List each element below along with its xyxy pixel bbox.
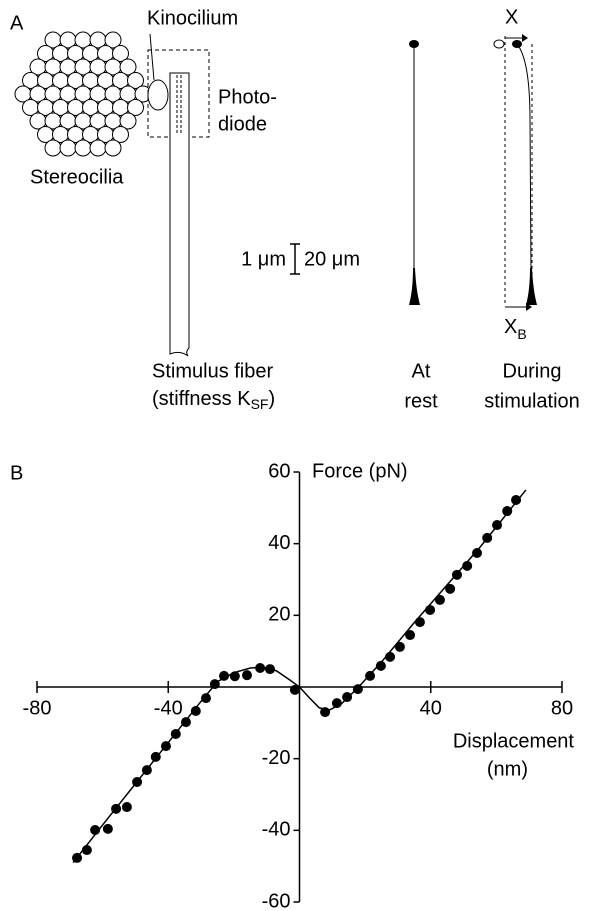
stereocilium	[112, 45, 129, 62]
hair-bundle	[516, 43, 532, 273]
scale-bar	[290, 243, 300, 275]
label: XB	[504, 316, 527, 341]
y-tick-label: 60	[268, 460, 290, 482]
data-point	[102, 823, 113, 834]
data-point	[190, 706, 201, 717]
y-axis-label: Force (pN)	[312, 460, 408, 482]
y-tick-label: -40	[262, 819, 291, 841]
stereocilium	[119, 58, 137, 76]
label: Kinocilium	[147, 7, 238, 29]
stereocilium	[104, 139, 122, 157]
y-tick-label: 40	[268, 532, 290, 554]
x-axis-label: Displacement	[453, 730, 575, 752]
stereocilium	[119, 112, 137, 130]
arrowhead	[522, 34, 528, 42]
data-point	[414, 617, 425, 628]
stereocilium	[112, 126, 129, 143]
base	[409, 268, 420, 305]
data-point	[405, 630, 416, 641]
panel-label: B	[10, 462, 23, 484]
data-point	[425, 604, 436, 615]
label: diode	[218, 113, 267, 135]
label: Stimulus fiber	[152, 360, 273, 382]
y-tick-label: 20	[268, 604, 290, 626]
stimulus-fiber	[169, 72, 190, 357]
stereocilium	[59, 139, 77, 157]
stereocilia-bundle	[14, 31, 152, 157]
data-point	[200, 693, 211, 704]
y-tick-label: -60	[262, 890, 291, 911]
label: During	[503, 360, 562, 382]
label: Stereocilia	[30, 166, 124, 188]
bead-rest	[493, 39, 505, 49]
x-axis-label: (nm)	[487, 758, 528, 780]
label: At	[412, 360, 431, 382]
data-point	[219, 670, 230, 681]
x-tick-label: -80	[23, 697, 52, 719]
data-point	[445, 583, 456, 594]
label: SF	[251, 396, 269, 412]
data-point	[394, 641, 405, 652]
data-point	[511, 494, 522, 505]
label: (stiffness K	[152, 388, 251, 410]
data-point	[331, 698, 342, 709]
data-point	[472, 547, 483, 558]
stereocilium	[44, 139, 62, 157]
label: (stiffness KSF)	[152, 388, 275, 411]
stereocilium	[89, 139, 107, 157]
stereocilium	[104, 31, 122, 49]
x-tick-label: 40	[420, 697, 442, 719]
data-point	[242, 670, 252, 681]
data-point	[121, 802, 132, 813]
data-point	[365, 670, 376, 681]
data-point	[462, 560, 473, 571]
stereocilium	[127, 72, 144, 89]
y-tick-label: -20	[262, 747, 291, 769]
data-point	[434, 594, 445, 605]
scale-label: 20 μm	[304, 248, 360, 270]
label: )	[268, 388, 275, 410]
leader	[149, 33, 155, 81]
label: stimulation	[484, 390, 580, 412]
label: X	[504, 316, 517, 338]
data-point	[342, 692, 353, 703]
data-point	[352, 684, 363, 695]
scale-label: 1 μm	[241, 248, 286, 270]
label: rest	[404, 390, 438, 412]
x-tick-label: -40	[154, 697, 183, 719]
x-tick-label: 80	[551, 697, 573, 719]
arrowhead	[526, 303, 532, 311]
kinocilium	[147, 79, 169, 111]
fit-line	[72, 489, 527, 864]
label: B	[517, 326, 526, 342]
data-point	[289, 684, 300, 695]
data-point	[502, 506, 513, 517]
stereocilium	[74, 139, 92, 157]
label: X	[505, 6, 518, 28]
label: Photo-	[218, 86, 277, 108]
panel-label: A	[10, 12, 24, 34]
data-point	[375, 660, 386, 671]
stereocilium	[127, 99, 144, 116]
